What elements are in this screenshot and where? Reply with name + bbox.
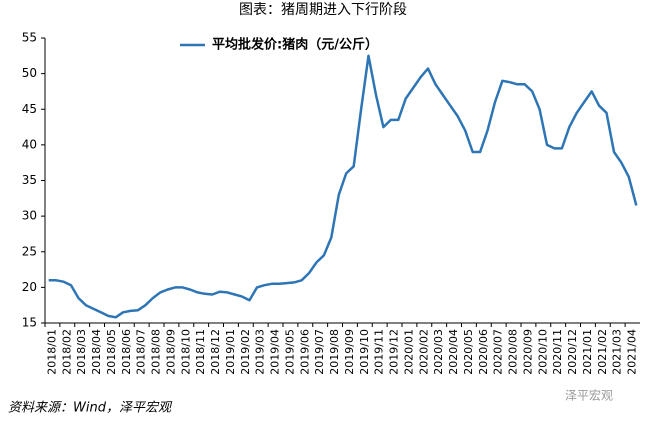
y-tick-label: 40 [22, 137, 37, 151]
x-tick-label: 2018/04 [90, 329, 103, 375]
x-tick-label: 2018/07 [135, 329, 148, 375]
x-tick-label: 2020/10 [536, 329, 549, 375]
x-tick-label: 2019/04 [269, 329, 282, 375]
x-tick-label: 2018/12 [209, 329, 222, 375]
x-tick-label: 2018/11 [194, 329, 207, 375]
watermark: 泽平宏观 [565, 388, 613, 403]
x-tick-label: 2021/02 [596, 329, 609, 375]
y-tick-label: 25 [22, 244, 37, 258]
x-tick-label: 2019/03 [254, 329, 267, 375]
x-tick-label: 2019/01 [224, 329, 237, 375]
y-tick-label: 30 [22, 209, 37, 223]
x-tick-label: 2021/03 [611, 329, 624, 375]
x-tick-label: 2019/09 [343, 329, 356, 375]
x-tick-label: 2021/04 [626, 329, 639, 375]
x-tick-label: 2020/08 [507, 329, 520, 375]
x-tick-label: 2020/12 [566, 329, 579, 375]
x-tick-label: 2020/04 [447, 329, 460, 375]
x-tick-label: 2018/03 [75, 329, 88, 375]
x-tick-label: 2019/12 [388, 329, 401, 375]
x-tick-label: 2021/01 [581, 329, 594, 375]
x-tick-label: 2018/06 [120, 329, 133, 375]
x-tick-label: 2018/09 [164, 329, 177, 375]
chart-title: 图表：猪周期进入下行阶段 [239, 2, 407, 18]
x-tick-label: 2018/08 [150, 329, 163, 375]
y-tick-label: 35 [22, 173, 37, 187]
x-tick-label: 2020/11 [551, 329, 564, 375]
x-tick-label: 2019/02 [239, 329, 252, 375]
x-tick-label: 2020/02 [417, 329, 430, 375]
x-tick-label: 2020/03 [432, 329, 445, 375]
x-tick-label: 2020/09 [521, 329, 534, 375]
x-tick-label: 2019/06 [298, 329, 311, 375]
x-tick-label: 2018/02 [60, 329, 73, 375]
y-tick-label: 50 [22, 66, 37, 80]
y-tick-label: 15 [22, 316, 37, 330]
x-tick-label: 2020/06 [477, 329, 490, 375]
x-tick-label: 2018/10 [179, 329, 192, 375]
x-tick-label: 2020/05 [462, 329, 475, 375]
x-tick-label: 2020/01 [402, 329, 415, 375]
x-tick-label: 2018/05 [105, 329, 118, 375]
x-tick-label: 2019/11 [373, 329, 386, 375]
y-tick-label: 55 [22, 31, 37, 45]
data-line [48, 54, 638, 319]
y-tick-label: 45 [22, 102, 37, 116]
x-tick-label: 2018/01 [45, 329, 58, 375]
legend-label: 平均批发价:猪肉（元/公斤） [212, 37, 378, 53]
x-tick-label: 2019/08 [328, 329, 341, 375]
source: 资料来源：Wind，泽平宏观 [8, 400, 173, 416]
x-tick-label: 2019/10 [358, 329, 371, 375]
y-tick-label: 20 [22, 280, 37, 294]
x-tick-label: 2020/07 [492, 329, 505, 375]
x-tick-label: 2019/05 [283, 329, 296, 375]
x-tick-label: 2019/07 [313, 329, 326, 375]
